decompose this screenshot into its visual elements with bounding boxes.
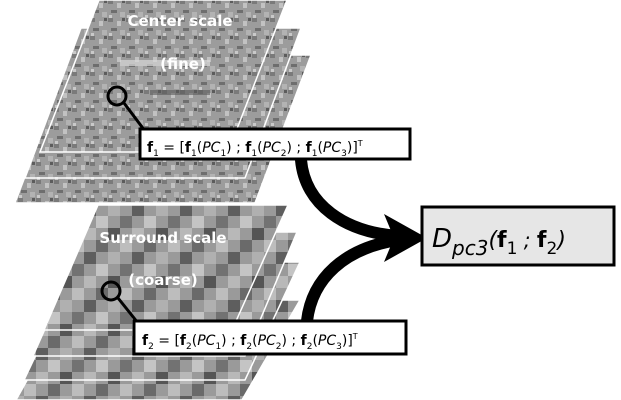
eq2-sub-pc2: 2 bbox=[246, 342, 252, 352]
eq-sub: 1 bbox=[153, 149, 159, 159]
eq-pc3-index: 3 bbox=[341, 149, 347, 159]
center-equation-box bbox=[138, 127, 412, 161]
eq2-f-pc1: f bbox=[180, 333, 187, 349]
eq-pc2: PC bbox=[263, 140, 281, 156]
result-close: ) bbox=[555, 228, 566, 253]
eq2-f-pc3: f bbox=[301, 333, 308, 349]
surround-probe-marker bbox=[100, 280, 122, 302]
eq2-f-pc2: f bbox=[240, 333, 247, 349]
eq2-pc3: PC bbox=[318, 333, 336, 349]
result-f1: f bbox=[497, 228, 507, 253]
center-feature-equation: f1 = [f1(PC1) ; f1(PC2) ; f1(PC3)]T bbox=[138, 127, 412, 161]
svg-text:f1 = [f1(PC1) ; f1(PC2) ; f1(P: f1 = [f1(PC1) ; f1(PC2) ; f1(PC3)]T bbox=[147, 139, 363, 159]
eq2-transpose: T bbox=[352, 332, 358, 341]
center-scale-stack: Center scale (fine) bbox=[13, 0, 313, 204]
eq2-pc3-index: 3 bbox=[336, 342, 342, 352]
result-sep: ; bbox=[517, 228, 536, 252]
eq-pc2-index: 2 bbox=[281, 149, 287, 159]
arrow-from-surround bbox=[301, 234, 399, 322]
eq2-pc2-index: 2 bbox=[276, 342, 282, 352]
result-box bbox=[420, 205, 616, 267]
center-scale-title: Center scale bbox=[127, 12, 232, 30]
eq2-sub-pc3: 2 bbox=[307, 342, 313, 352]
eq-f: f bbox=[147, 140, 154, 156]
eq-f-pc1: f bbox=[185, 140, 192, 156]
merge-arrows bbox=[295, 159, 427, 322]
eq-f-pc3: f bbox=[306, 140, 313, 156]
eq-pc1: PC bbox=[202, 140, 220, 156]
eq2-sub-pc1: 2 bbox=[186, 342, 192, 352]
surround-scale-subtitle: (coarse) bbox=[128, 271, 198, 289]
center-scale-subtitle: (fine) bbox=[160, 55, 206, 73]
eq-transpose: T bbox=[357, 139, 363, 148]
result-open: ( bbox=[488, 228, 498, 253]
surround-feature-equation: f2 = [f2(PC1) ; f2(PC2) ; f2(PC3)]T bbox=[132, 319, 408, 356]
eq-pc1-index: 1 bbox=[220, 149, 226, 159]
eq2-sub: 2 bbox=[148, 342, 154, 352]
arrow-head bbox=[384, 214, 427, 262]
result-two: 2 bbox=[546, 239, 557, 259]
dissimilarity-result: Dpc3(f1 ; f2) bbox=[420, 205, 616, 267]
eq2-pc2: PC bbox=[258, 333, 276, 349]
eq2-pc1: PC bbox=[197, 333, 215, 349]
eq-sub-pc3: 1 bbox=[312, 149, 318, 159]
surround-scale-stack: Surround scale (coarse) bbox=[15, 204, 302, 400]
surround-probe-line bbox=[116, 297, 140, 324]
result-sub: pc3 bbox=[451, 236, 488, 260]
surround-scale-title: Surround scale bbox=[99, 229, 226, 247]
eq-f-pc2: f bbox=[245, 140, 252, 156]
eq-sep-1: ; bbox=[232, 140, 246, 156]
eq-sep-2: ; bbox=[292, 140, 306, 156]
surround-equation-box bbox=[132, 319, 408, 356]
svg-text:f2 = [f2(PC1) ; f2(PC2) ; f2(P: f2 = [f2(PC1) ; f2(PC2) ; f2(PC3)]T bbox=[142, 332, 358, 352]
eq2-close: ] bbox=[347, 333, 352, 349]
eq-sub-pc2: 1 bbox=[251, 149, 257, 159]
result-one: 1 bbox=[507, 239, 518, 259]
arrow-from-center bbox=[295, 159, 399, 242]
eq2-pc1-index: 1 bbox=[215, 342, 221, 352]
eq-open: = [ bbox=[159, 140, 185, 156]
eq2-f: f bbox=[142, 333, 149, 349]
eq-pc3: PC bbox=[323, 140, 341, 156]
eq2-sep-1: ; bbox=[227, 333, 241, 349]
eq2-sep-2: ; bbox=[287, 333, 301, 349]
eq-sub-pc1: 1 bbox=[191, 149, 197, 159]
result-d: D bbox=[432, 224, 452, 254]
center-probe-line bbox=[122, 102, 147, 132]
result-f2: f bbox=[537, 228, 547, 253]
center-probe-marker bbox=[106, 85, 128, 107]
svg-text:Dpc3(f1 ; f2): Dpc3(f1 ; f2) bbox=[432, 224, 566, 260]
eq2-open: = [ bbox=[154, 333, 180, 349]
eq-close: ] bbox=[352, 140, 357, 156]
